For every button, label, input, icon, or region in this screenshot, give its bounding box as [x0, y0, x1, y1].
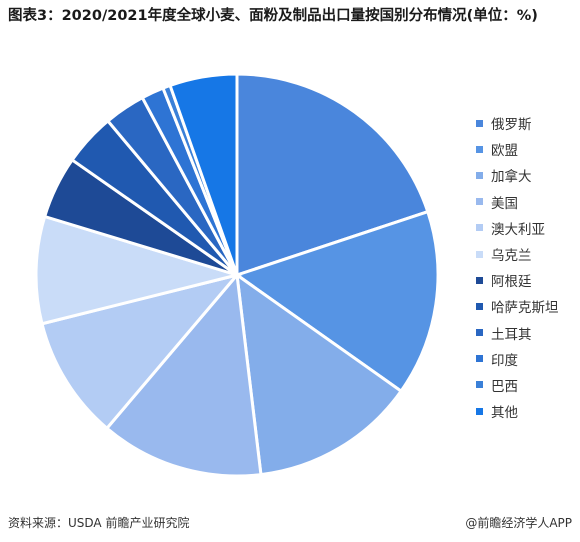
- legend-item: 乌克兰: [476, 241, 576, 267]
- pie-slice-4: [104, 271, 263, 478]
- pie-slice-1: [235, 72, 430, 278]
- legend-swatch: [476, 171, 483, 179]
- legend-label: 欧盟: [491, 143, 518, 160]
- legend-item: 澳大利亚: [476, 215, 576, 241]
- legend-item: 美国: [476, 189, 576, 215]
- pie-slice-3: [235, 271, 404, 477]
- legend-item: 俄罗斯: [476, 110, 576, 136]
- legend-label: 乌克兰: [491, 248, 532, 265]
- legend: 俄罗斯欧盟加拿大美国澳大利亚乌克兰阿根廷哈萨克斯坦土耳其印度巴西其他: [476, 110, 576, 424]
- legend-label: 土耳其: [491, 326, 532, 343]
- legend-swatch: [476, 198, 483, 206]
- legend-item: 哈萨克斯坦: [476, 293, 576, 319]
- legend-item: 欧盟: [476, 136, 576, 162]
- legend-swatch: [476, 355, 483, 363]
- legend-swatch: [476, 276, 483, 284]
- chart-title: 图表3：2020/2021年度全球小麦、面粉及制品出口量按国别分布情况(单位：%…: [8, 8, 538, 24]
- legend-swatch: [476, 329, 483, 337]
- legend-label: 印度: [491, 352, 518, 369]
- legend-item: 其他: [476, 398, 576, 424]
- legend-swatch: [476, 381, 483, 389]
- legend-item: 印度: [476, 346, 576, 372]
- legend-label: 巴西: [491, 378, 518, 395]
- legend-label: 澳大利亚: [491, 221, 545, 238]
- legend-item: 阿根廷: [476, 267, 576, 293]
- source-note: 资料来源：USDA 前瞻产业研究院: [8, 516, 190, 530]
- legend-swatch: [476, 302, 483, 310]
- legend-label: 美国: [491, 195, 518, 212]
- brand-credit: @前瞻经济学人APP: [465, 516, 572, 530]
- pie-slice-5: [40, 272, 242, 431]
- legend-swatch: [476, 145, 483, 153]
- pie-slice-12: [168, 72, 239, 276]
- legend-label: 俄罗斯: [491, 117, 532, 134]
- legend-label: 其他: [491, 405, 518, 422]
- legend-label: 哈萨克斯坦: [491, 300, 559, 317]
- pie-slice-2: [233, 209, 440, 394]
- legend-swatch: [476, 250, 483, 258]
- pie-slice-6: [34, 214, 243, 326]
- legend-swatch: [476, 224, 483, 232]
- legend-item: 土耳其: [476, 320, 576, 346]
- footer: 资料来源：USDA 前瞻产业研究院 @前瞻经济学人APP: [8, 514, 572, 531]
- legend-label: 阿根廷: [491, 274, 532, 291]
- legend-swatch: [476, 407, 483, 415]
- legend-item: 加拿大: [476, 162, 576, 188]
- legend-swatch: [476, 119, 483, 127]
- legend-item: 巴西: [476, 372, 576, 398]
- legend-label: 加拿大: [491, 169, 532, 186]
